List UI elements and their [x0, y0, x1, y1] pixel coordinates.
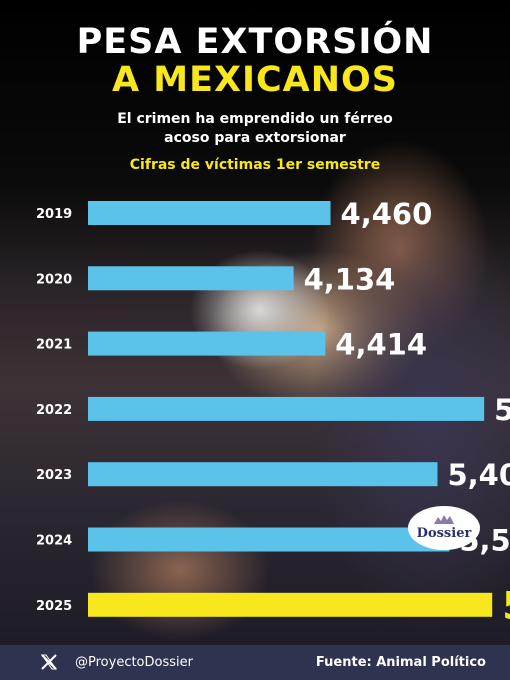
bar-chart: 2019 4,460 2020 4,134 2021 4,414 2022 5,816 2023…: [36, 197, 510, 628]
value-label-2019: 4,460: [341, 197, 433, 231]
logo-text: Dossier: [416, 526, 472, 541]
value-label-2021: 4,414: [335, 328, 427, 362]
category-label-2025: 2025: [36, 599, 72, 614]
category-label-2022: 2022: [36, 403, 72, 418]
title-line-2: A MEXICANOS: [111, 60, 399, 100]
category-label-2019: 2019: [36, 207, 72, 222]
bar-2025: [88, 592, 493, 617]
dossier-logo-mark-icon: [434, 515, 454, 524]
subtitle-line-1: El crimen ha emprendido un férreo: [117, 111, 393, 127]
social-handle[interactable]: @ProyectoDossier: [75, 655, 193, 670]
subtitle: El crimen ha emprendido un férreo acoso …: [95, 110, 415, 148]
source-credit: Fuente: Animal Político: [315, 655, 486, 670]
value-label-2025: 5,887: [502, 584, 510, 628]
x-icon[interactable]: [40, 653, 58, 671]
bar-2022: [88, 396, 485, 421]
category-label-2023: 2023: [36, 468, 72, 483]
subtitle-line-2: acoso para extorsionar: [164, 130, 346, 146]
bar-2024: [88, 527, 450, 552]
value-label-2020: 4,134: [304, 262, 396, 296]
category-label-2024: 2024: [36, 534, 72, 549]
value-label-2023: 5,404: [447, 458, 510, 492]
value-label-2022: 5,816: [494, 393, 510, 427]
bar-2020: [88, 266, 294, 291]
category-label-2021: 2021: [36, 338, 72, 353]
footer: @ProyectoDossier Fuente: Animal Político: [0, 645, 510, 680]
bar-2019: [88, 201, 331, 225]
bar-2023: [88, 462, 438, 487]
bar-2021: [88, 331, 326, 356]
category-label-2020: 2020: [36, 272, 72, 287]
dossier-logo: Dossier: [408, 506, 480, 550]
chart-caption: Cifras de víctimas 1er semestre: [129, 157, 381, 173]
title-line-1: PESA EXTORSIÓN: [76, 22, 434, 62]
